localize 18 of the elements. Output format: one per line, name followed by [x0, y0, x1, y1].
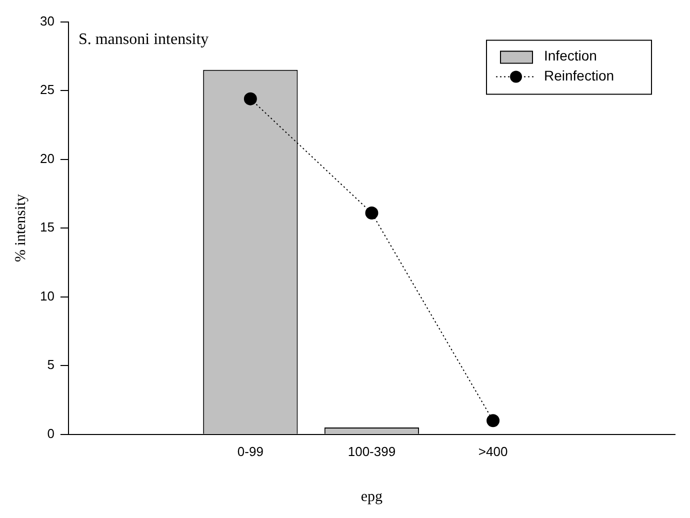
x-axis-title: epg — [360, 488, 384, 505]
legend-label: Infection — [544, 48, 597, 64]
y-tick-label: 30 — [40, 13, 54, 28]
y-tick-label: 0 — [47, 426, 54, 441]
y-tick-label: 5 — [47, 357, 54, 372]
point — [486, 414, 500, 428]
legend-label: Reinfection — [544, 68, 614, 84]
text: S. mansoni intensity — [78, 31, 209, 48]
x-tick-label: >400 — [478, 444, 508, 459]
y-tick-label: 20 — [40, 150, 54, 166]
y-tick-label: 25 — [40, 82, 54, 98]
x-tick-label: 0-99 — [237, 444, 264, 459]
y-axis-title: % intensity — [12, 194, 29, 262]
point — [365, 206, 378, 220]
y-tick-label: 10 — [40, 288, 54, 304]
y-tick-label: 15 — [40, 220, 54, 235]
point — [244, 92, 257, 106]
x-tick-label: 100-399 — [348, 444, 396, 459]
